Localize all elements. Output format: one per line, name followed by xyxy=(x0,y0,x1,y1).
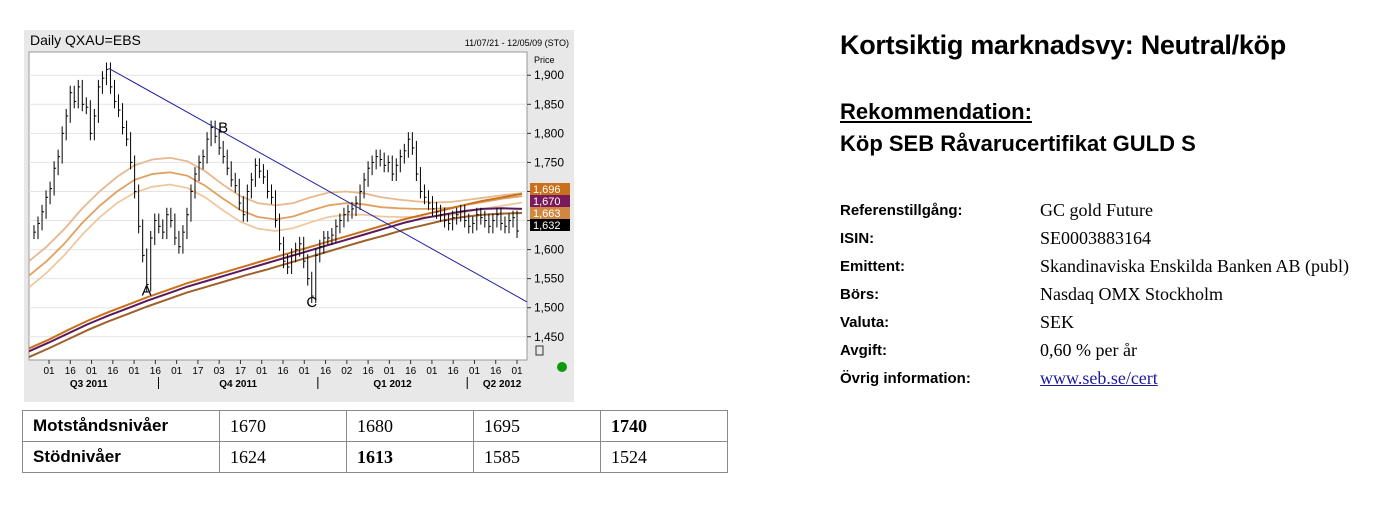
x-tick-label: 01 xyxy=(43,366,55,377)
gold-price-chart: Daily QXAU=EBS 11/07/21 - 12/05/09 (STO) P… xyxy=(24,30,574,402)
x-tick-label: 01 xyxy=(469,366,481,377)
info-label: Referenstillgång: xyxy=(840,201,963,219)
info-label: ISIN: xyxy=(840,229,875,247)
x-tick-label: 01 xyxy=(511,366,523,377)
price-label: 1,632 xyxy=(533,220,561,232)
quarter-label: Q2 2012 xyxy=(483,379,522,390)
ma-long-brown-line xyxy=(28,212,523,359)
cert-link[interactable]: www.seb.se/cert xyxy=(1040,367,1158,388)
annotation-c: C xyxy=(306,294,317,311)
price-label: 1,696 xyxy=(533,184,561,196)
support-level-1: 1624 xyxy=(219,441,347,473)
quarter-label: Q1 2012 xyxy=(373,379,412,390)
x-tick-label: 16 xyxy=(363,366,375,377)
chart-title: Daily QXAU=EBS xyxy=(30,32,141,48)
price-label-box xyxy=(530,183,570,195)
x-tick-label: 16 xyxy=(150,366,162,377)
quarter-label: Q4 2011 xyxy=(219,379,257,390)
x-tick-label: 01 xyxy=(86,366,98,377)
y-tick-label: 1,550 xyxy=(534,272,564,286)
x-tick-label: 01 xyxy=(171,366,183,377)
info-row-issuer: Emittent: Skandinaviska Enskilda Banken … xyxy=(840,252,1349,280)
x-tick-label: 01 xyxy=(299,366,311,377)
scale-marker-icon xyxy=(535,345,544,356)
x-tick-label: 16 xyxy=(65,366,77,377)
annotation-b: B xyxy=(218,120,228,137)
product-info: Referenstillgång: GC gold Future ISIN: S… xyxy=(840,196,1349,392)
info-row-currency: Valuta: SEK xyxy=(840,308,1349,336)
x-tick-label: 17 xyxy=(235,366,247,377)
y-tick-label: 1,900 xyxy=(534,68,564,82)
info-label: Börs: xyxy=(840,285,880,303)
support-level-4: 1524 xyxy=(600,441,728,473)
x-tick-label: 01 xyxy=(256,366,268,377)
support-level-3: 1585 xyxy=(473,441,601,473)
recommendation-text: Köp SEB Råvarucertifikat GULD S xyxy=(840,131,1196,156)
support-level-2: 1613 xyxy=(346,441,474,473)
x-tick-label: 16 xyxy=(448,366,460,377)
y-tick-label: 1,800 xyxy=(534,126,564,140)
resistance-level-3: 1695 xyxy=(473,410,601,442)
x-tick-label: 16 xyxy=(490,366,502,377)
x-tick-label: 02 xyxy=(341,366,353,377)
chart-date-range: 11/07/21 - 12/05/09 (STO) xyxy=(465,38,569,48)
resistance-level-4: 1740 xyxy=(600,410,728,442)
info-label: Övrig information: xyxy=(840,369,971,387)
x-tick-label: 16 xyxy=(320,366,332,377)
price-label-box xyxy=(530,219,570,231)
price-label: 1,670 xyxy=(533,196,561,208)
info-value: SEK xyxy=(1040,311,1075,332)
ma-long-purple-line xyxy=(28,207,523,353)
info-row-reference: Referenstillgång: GC gold Future xyxy=(840,196,1349,224)
info-row-exchange: Börs: Nasdaq OMX Stockholm xyxy=(840,280,1349,308)
info-row-isin: ISIN: SE0003883164 xyxy=(840,224,1349,252)
info-value: SE0003883164 xyxy=(1040,227,1152,248)
quarter-label: Q3 2011 xyxy=(70,379,108,390)
info-label: Emittent: xyxy=(840,257,905,275)
ma-long-orange-line xyxy=(28,192,523,350)
market-view-headline: Kortsiktig marknadsvy: Neutral/köp xyxy=(840,30,1286,60)
resistance-label: Motståndsnivåer xyxy=(22,410,220,442)
recommendation-heading: Rekommendation: xyxy=(840,99,1032,124)
x-tick-label: 01 xyxy=(129,366,141,377)
levels-table: Motståndsnivåer 1670 1680 1695 1740 Stöd… xyxy=(22,410,728,473)
info-row-other: Övrig information: www.seb.se/cert xyxy=(840,364,1349,392)
price-label-box xyxy=(530,195,570,207)
status-dot-icon xyxy=(557,362,567,372)
info-value: 0,60 % per år xyxy=(1040,339,1137,360)
y-tick-label: 1,450 xyxy=(534,330,564,344)
x-tick-label: 16 xyxy=(405,366,417,377)
price-label: 1,663 xyxy=(533,208,561,220)
x-tick-label: 01 xyxy=(384,366,396,377)
resistance-row: Motståndsnivåer 1670 1680 1695 1740 xyxy=(22,410,728,442)
resistance-level-1: 1670 xyxy=(219,410,347,442)
price-label-box xyxy=(530,207,570,219)
x-tick-label: 16 xyxy=(277,366,289,377)
y-tick-label: 1,500 xyxy=(534,301,564,315)
chart-svg: Daily QXAU=EBS 11/07/21 - 12/05/09 (STO) P… xyxy=(28,32,570,390)
y-axis-label: Price xyxy=(534,55,555,65)
y-tick-label: 1,750 xyxy=(534,155,564,169)
y-tick-label: 1,850 xyxy=(534,97,564,111)
info-row-fee: Avgift: 0,60 % per år xyxy=(840,336,1349,364)
trendline xyxy=(108,67,528,303)
info-value: Nasdaq OMX Stockholm xyxy=(1040,283,1223,304)
info-label: Valuta: xyxy=(840,313,890,331)
info-value: GC gold Future xyxy=(1040,199,1154,220)
x-tick-label: 16 xyxy=(107,366,119,377)
annotation-a: A xyxy=(142,282,152,299)
info-value: Skandinaviska Enskilda Banken AB (publ) xyxy=(1040,255,1349,276)
x-tick-label: 01 xyxy=(426,366,438,377)
resistance-level-2: 1680 xyxy=(346,410,474,442)
info-label: Avgift: xyxy=(840,341,887,359)
x-tick-label: 03 xyxy=(214,366,226,377)
y-tick-label: 1,600 xyxy=(534,243,564,257)
support-label: Stödnivåer xyxy=(22,441,220,473)
x-tick-label: 17 xyxy=(192,366,204,377)
support-row: Stödnivåer 1624 1613 1585 1524 xyxy=(22,441,728,473)
plot-area xyxy=(28,51,528,361)
